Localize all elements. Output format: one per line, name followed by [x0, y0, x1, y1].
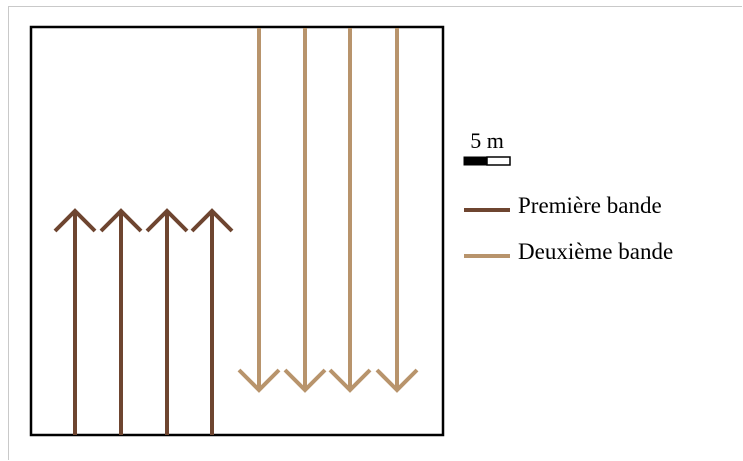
- second-band-arrow-head: [283, 368, 327, 393]
- scale-bar-white-segment: [486, 156, 511, 166]
- second-band-arrow-head: [237, 368, 281, 393]
- second-band-arrow-2: [283, 28, 327, 393]
- first-band-arrow-head: [99, 208, 143, 233]
- first-band-arrow-head: [53, 208, 97, 233]
- plot-area-box: [29, 25, 445, 437]
- second-band-arrow-1: [237, 28, 281, 393]
- second-band-arrow-4: [375, 28, 419, 393]
- first-band-arrow-1: [53, 208, 97, 435]
- scale-bar-label: 5 m: [470, 128, 504, 153]
- first-band-arrow-head: [190, 208, 234, 233]
- second-band-arrow-head: [375, 368, 419, 393]
- scale-bar: 5 m: [463, 128, 511, 166]
- figure-frame: [8, 6, 742, 460]
- scale-bar-black-segment: [463, 156, 488, 166]
- second-band-arrow-head: [328, 368, 372, 393]
- legend: Première bande Deuxième bande: [464, 193, 673, 264]
- first-band-arrow-2: [99, 208, 143, 435]
- second-band-arrow-3: [328, 28, 372, 393]
- legend-label-first-band: Première bande: [518, 193, 662, 218]
- first-band-arrow-3: [145, 208, 189, 435]
- legend-label-second-band: Deuxième bande: [518, 239, 673, 264]
- second-band-arrows: [237, 28, 419, 393]
- first-band-arrow-4: [190, 208, 234, 435]
- first-band-arrow-head: [145, 208, 189, 233]
- first-band-arrows: [53, 208, 234, 435]
